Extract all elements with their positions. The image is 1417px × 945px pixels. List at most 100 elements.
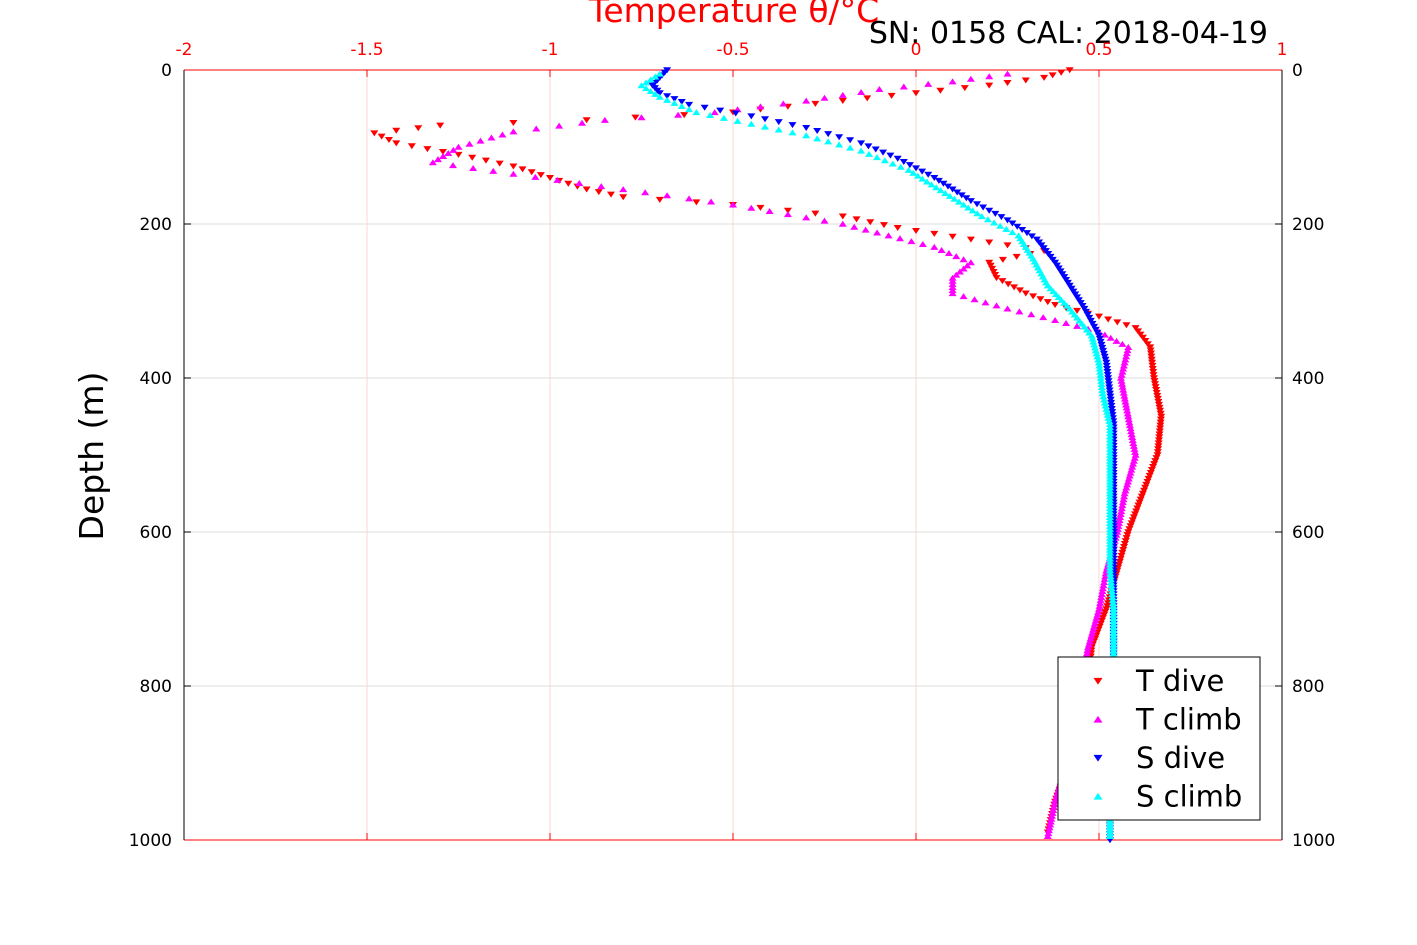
data-point — [438, 149, 447, 156]
data-point — [1108, 593, 1117, 600]
data-point — [1008, 220, 1017, 227]
data-points — [370, 67, 1166, 844]
data-point — [1051, 317, 1060, 324]
data-point — [1097, 593, 1106, 600]
data-point — [983, 216, 992, 223]
data-point — [966, 259, 975, 266]
data-point — [1123, 407, 1132, 414]
data-point — [1105, 445, 1114, 452]
x-tick-label: -1.5 — [350, 40, 383, 60]
data-point — [509, 170, 518, 177]
data-point — [1073, 322, 1082, 329]
data-point — [988, 265, 997, 272]
data-point — [966, 75, 975, 82]
data-point — [1119, 365, 1128, 372]
data-point — [495, 160, 504, 167]
data-point — [1130, 454, 1139, 461]
data-point — [835, 141, 844, 148]
data-point — [1046, 821, 1055, 828]
data-point — [670, 99, 679, 106]
data-point — [783, 211, 792, 218]
data-point — [1048, 812, 1057, 819]
data-point — [1108, 596, 1117, 603]
data-point — [1138, 334, 1147, 341]
data-point — [959, 201, 968, 208]
data-point — [1013, 223, 1022, 230]
data-point — [1092, 350, 1101, 357]
data-point — [888, 160, 897, 167]
data-point — [747, 113, 756, 120]
data-point — [1134, 328, 1143, 335]
data-point — [865, 150, 874, 157]
data-point — [1107, 399, 1116, 406]
data-point — [1105, 832, 1114, 839]
data-point — [937, 246, 946, 253]
data-point — [907, 238, 916, 245]
data-point — [436, 122, 445, 129]
data-point — [1027, 311, 1036, 318]
series-t-climb — [428, 70, 1140, 839]
data-point — [1090, 620, 1099, 627]
data-point — [1048, 72, 1057, 79]
series-t-dive — [370, 67, 1166, 836]
data-point — [1088, 629, 1097, 636]
data-point — [899, 83, 908, 90]
data-point — [1127, 431, 1136, 438]
data-point — [747, 120, 756, 127]
data-point — [716, 107, 725, 114]
data-point — [962, 195, 971, 202]
data-point — [909, 169, 918, 176]
data-point — [1116, 511, 1125, 518]
data-point — [959, 293, 968, 300]
data-point — [663, 93, 672, 100]
data-point — [1122, 404, 1131, 411]
data-point — [729, 201, 737, 208]
data-point — [747, 204, 756, 211]
data-point — [1039, 314, 1048, 321]
data-point — [1105, 427, 1114, 434]
data-point — [1018, 226, 1027, 233]
legend-marker — [1093, 715, 1103, 723]
y-tick-label-right: 200 — [1292, 215, 1324, 235]
data-point — [1091, 347, 1100, 354]
data-point — [1095, 362, 1104, 369]
data-point — [1105, 567, 1114, 574]
data-point — [955, 268, 964, 275]
data-point — [518, 166, 527, 173]
data-point — [1123, 481, 1132, 488]
data-point — [1082, 650, 1091, 657]
data-point — [979, 204, 988, 211]
data-point — [685, 101, 694, 108]
data-point — [1122, 322, 1131, 329]
data-point — [719, 114, 728, 121]
data-point — [774, 126, 783, 133]
data-point — [1128, 436, 1137, 443]
data-point — [1021, 290, 1030, 297]
data-point — [1100, 399, 1109, 406]
y-tick-label-right: 600 — [1292, 523, 1324, 543]
data-point — [1105, 439, 1114, 446]
data-point — [857, 88, 866, 95]
data-point — [1119, 386, 1128, 393]
data-point — [1095, 602, 1104, 609]
data-point — [835, 134, 844, 141]
data-point — [637, 82, 646, 89]
data-point — [905, 162, 914, 169]
data-point — [532, 125, 541, 132]
data-point — [1065, 67, 1074, 74]
data-point — [651, 73, 660, 80]
data-point — [1008, 229, 1017, 236]
data-point — [637, 114, 646, 121]
data-point — [1105, 430, 1114, 437]
data-point — [912, 90, 920, 97]
data-point — [930, 175, 939, 181]
data-point — [765, 207, 774, 214]
data-point — [857, 140, 866, 147]
data-point — [1086, 635, 1095, 642]
data-point — [509, 128, 518, 135]
data-point — [952, 271, 961, 278]
data-point — [948, 287, 957, 294]
data-point — [977, 213, 986, 220]
data-point — [1100, 579, 1109, 586]
